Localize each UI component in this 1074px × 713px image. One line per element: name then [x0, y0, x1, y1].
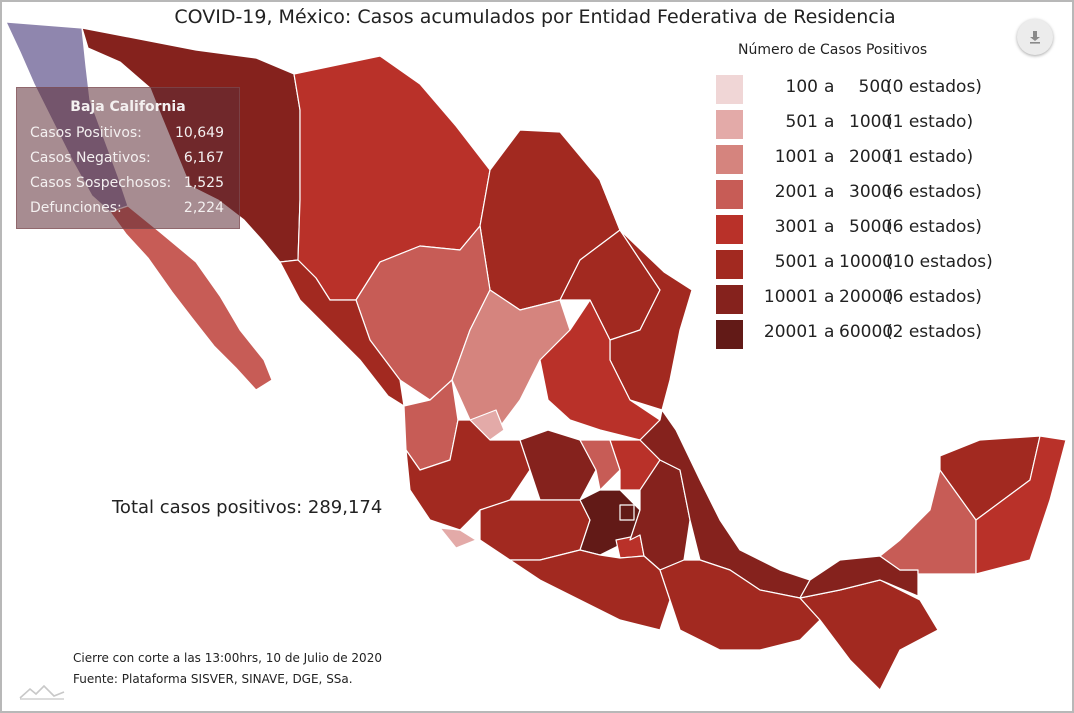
state-tamaulipas[interactable] — [609, 229, 693, 411]
legend-count: (1 estado) — [886, 147, 974, 167]
state-san-luis-potosi[interactable] — [539, 299, 661, 441]
legend-range-sep: a — [824, 322, 835, 342]
state-ciudad-de-mexico[interactable] — [619, 504, 635, 521]
legend-range-from: 1001 — [774, 147, 818, 167]
legend-range-sep: a — [824, 182, 835, 202]
legend-range-to: 20000 — [839, 287, 894, 307]
state-queretaro[interactable] — [579, 439, 621, 491]
tooltip-value: 1,525 — [183, 175, 224, 191]
legend-swatch — [716, 75, 743, 104]
legend-count: (1 estado) — [886, 112, 974, 132]
legend-range-sep: a — [824, 77, 835, 97]
state-chiapas[interactable] — [799, 579, 939, 691]
legend-count: (6 estados) — [886, 217, 982, 237]
legend-range-sep: a — [824, 252, 835, 272]
legend-range-to: 60000 — [839, 322, 894, 342]
legend-range-to: 1000 — [849, 112, 893, 132]
map-title: COVID-19, México: Casos acumulados por E… — [174, 6, 896, 28]
legend-range-from: 20001 — [763, 322, 818, 342]
state-tooltip: Baja California Casos Positivos: 10,649 … — [16, 87, 240, 229]
legend-swatch — [716, 250, 743, 279]
tooltip-value: 6,167 — [183, 150, 224, 166]
source-note: Fuente: Plataforma SISVER, SINAVE, DGE, … — [73, 672, 353, 686]
legend-count: (6 estados) — [886, 287, 982, 307]
legend-count: (2 estados) — [886, 322, 982, 342]
tooltip-label: Defunciones: — [30, 200, 122, 216]
legend-range-to: 3000 — [849, 182, 893, 202]
legend-range-from: 10001 — [763, 287, 818, 307]
legend-count: (6 estados) — [886, 182, 982, 202]
tooltip-label: Casos Positivos: — [30, 125, 142, 141]
legend-range-from: 501 — [785, 112, 818, 132]
download-button[interactable] — [1017, 19, 1053, 55]
tooltip-state-name: Baja California — [70, 99, 186, 115]
legend-range-sep: a — [824, 287, 835, 307]
legend-count: (0 estados) — [886, 77, 982, 97]
legend-range-to: 10000 — [839, 252, 894, 272]
state-colima[interactable] — [439, 527, 477, 549]
legend-swatch — [716, 215, 743, 244]
legend-range-to: 2000 — [849, 147, 893, 167]
legend-range-sep: a — [824, 112, 835, 132]
legend-count: (10 estados) — [886, 252, 993, 272]
state-sinaloa[interactable] — [279, 259, 405, 407]
legend-title: Número de Casos Positivos — [738, 42, 928, 58]
legend-range-to: 500 — [858, 77, 891, 97]
cutoff-note: Cierre con corte a las 13:00hrs, 10 de J… — [73, 651, 382, 665]
mountain-logo-icon — [19, 684, 65, 700]
state-guanajuato[interactable] — [519, 429, 597, 501]
state-guerrero[interactable] — [509, 549, 671, 631]
total-positive-cases: Total casos positivos: 289,174 — [112, 497, 383, 518]
legend-range-to: 5000 — [849, 217, 893, 237]
tooltip-label: Casos Sospechosos: — [30, 175, 172, 191]
legend-swatch — [716, 285, 743, 314]
legend-range-from: 5001 — [774, 252, 818, 272]
legend-swatch — [716, 110, 743, 139]
legend-swatch — [716, 145, 743, 174]
state-michoacan[interactable] — [479, 499, 591, 561]
tooltip-value: 2,224 — [183, 200, 224, 216]
state-baja-california-sur[interactable] — [109, 205, 273, 391]
download-icon — [1030, 31, 1040, 44]
legend-swatch — [716, 320, 743, 349]
legend-range-from: 2001 — [774, 182, 818, 202]
tooltip-value: 10,649 — [175, 125, 224, 141]
legend-range-sep: a — [824, 217, 835, 237]
legend-swatch — [716, 180, 743, 209]
legend-range-from: 3001 — [774, 217, 818, 237]
legend-range-sep: a — [824, 147, 835, 167]
tooltip-label: Casos Negativos: — [30, 150, 151, 166]
legend-range-from: 100 — [785, 77, 818, 97]
state-quintana-roo[interactable] — [975, 435, 1067, 575]
state-tabasco[interactable] — [799, 555, 919, 599]
